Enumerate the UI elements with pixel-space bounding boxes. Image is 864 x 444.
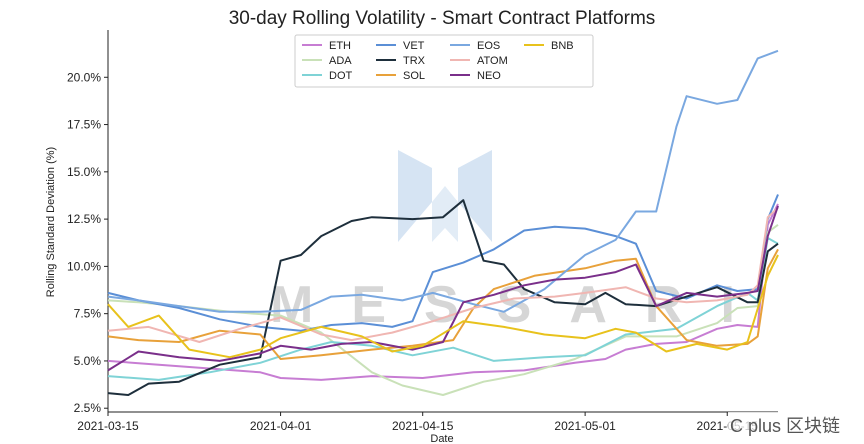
y-axis-label: Rolling Standard Deviation (%) xyxy=(45,147,57,297)
x-tick-label: 2021-04-15 xyxy=(392,419,454,433)
series-line-trx xyxy=(107,199,779,396)
legend-box xyxy=(294,34,594,88)
legend-item-ada: ADA xyxy=(329,55,352,67)
y-tick-label: 20.0% xyxy=(67,70,101,84)
y-tick-label: 12.5% xyxy=(67,212,101,226)
y-tick-label: 2.5% xyxy=(74,401,102,415)
series-line-atom xyxy=(107,207,779,343)
axes xyxy=(107,30,778,413)
legend-item-dot: DOT xyxy=(329,70,353,82)
series-line-vet xyxy=(107,194,779,332)
series-line-sol xyxy=(107,248,779,360)
legend-item-atom: ATOM xyxy=(477,55,508,67)
series-line-neo xyxy=(107,205,779,372)
legend-item-vet: VET xyxy=(403,40,425,52)
legend-item-sol: SOL xyxy=(403,70,425,82)
legend-item-bnb: BNB xyxy=(551,40,574,52)
legend-item-trx: TRX xyxy=(403,55,426,67)
series-line-bnb xyxy=(107,254,779,359)
x-tick-label: 2021-04-01 xyxy=(250,419,312,433)
y-tick-label: 15.0% xyxy=(67,165,101,179)
legend-item-eth: ETH xyxy=(329,40,351,52)
messari-logo-icon xyxy=(398,150,492,242)
y-tick-label: 5.0% xyxy=(74,354,102,368)
footer-watermark: C plus 区块链 xyxy=(727,412,842,438)
x-tick-label: 2021-03-15 xyxy=(77,419,139,433)
legend-item-neo: NEO xyxy=(477,70,501,82)
series-lines xyxy=(107,49,779,396)
legend-item-eos: EOS xyxy=(477,40,500,52)
series-line-eos xyxy=(107,49,779,313)
y-ticks: 2.5% 5.0% 7.5% 10.0% 12.5% 15.0% 17.5% 20.0% xyxy=(67,70,108,415)
x-tick-label: 2021-05-01 xyxy=(554,419,616,433)
messari-watermark: MESSARI xyxy=(270,150,735,334)
legend: ETH ADA DOT VET TRX SOL EOS ATOM NEO BNB xyxy=(294,34,594,88)
x-ticks: 2021-03-15 2021-04-01 2021-04-15 2021-05-01… xyxy=(77,412,758,433)
y-tick-label: 17.5% xyxy=(67,118,101,132)
y-tick-label: 7.5% xyxy=(74,307,102,321)
y-tick-label: 10.0% xyxy=(67,259,101,273)
x-axis-label: Date xyxy=(430,433,453,444)
chart-title: 30-day Rolling Volatility - Smart Contra… xyxy=(229,8,656,29)
